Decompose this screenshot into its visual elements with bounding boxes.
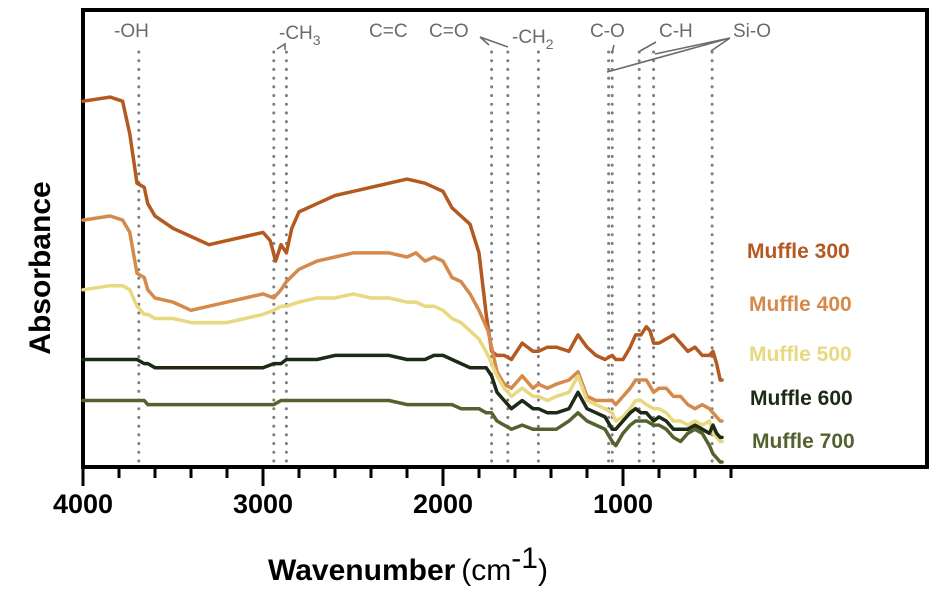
annotation-label-oh: -OH [114,21,149,42]
annotation-label-cc: C=C [369,21,408,42]
annotation-label-ch3-main: -CH [279,23,313,44]
annotation-label-ch3-sub: 3 [313,32,321,48]
x-tick-label-3000: 3000 [233,489,293,519]
series-line-muffle-400 [81,214,724,423]
annotation-labels: -OH -CH3 C=C C=O -CH2 C-O C-H Si-O [114,21,771,73]
series-group [81,95,724,464]
x-tick-label-2000: 2000 [413,489,473,519]
x-axis: 4000 3000 2000 1000 [53,465,733,519]
x-axis-title-unit-close: ) [538,554,548,587]
series-line-muffle-600 [81,353,724,440]
leader-ch3 [276,42,286,50]
series-line-muffle-500 [81,283,724,444]
x-axis-title: Wavenumber (cm-1) [268,542,548,587]
legend-muffle-400: Muffle 400 [749,293,852,316]
annotation-label-sio: Si-O [733,21,771,42]
leader-co-single [611,44,615,54]
x-tick-label-4000: 4000 [53,489,113,519]
leader-sio [606,37,731,73]
legend-muffle-600: Muffle 600 [750,387,853,410]
series-line-muffle-700 [81,398,724,464]
annotation-label-ch2-sub: 2 [546,36,554,52]
leader-co-double [479,36,509,48]
x-axis-title-unit-sup: -1 [511,542,538,575]
annotation-label-co-single: C-O [590,21,625,42]
y-axis-title: Absorbance [24,181,57,354]
x-tick-label-1000: 1000 [593,489,653,519]
annotation-label-ch2-main: -CH [512,27,546,48]
legend-muffle-500: Muffle 500 [749,343,852,366]
legend-muffle-700: Muffle 700 [752,430,855,453]
annotation-label-ch: C-H [659,21,693,42]
x-axis-title-main: Wavenumber [268,554,456,587]
leader-ch [639,41,657,52]
x-axis-title-unit: (cm [461,554,511,587]
annotation-leaders [276,36,731,73]
annotation-lines [137,50,714,467]
legend: Muffle 300 Muffle 400 Muffle 500 Muffle … [747,240,855,453]
x-ticks [81,467,733,486]
legend-muffle-300: Muffle 300 [747,240,850,263]
annotation-label-ch2: -CH2 [512,27,554,52]
annotation-label-co-double: C=O [429,21,469,42]
annotation-label-ch3: -CH3 [279,23,321,48]
